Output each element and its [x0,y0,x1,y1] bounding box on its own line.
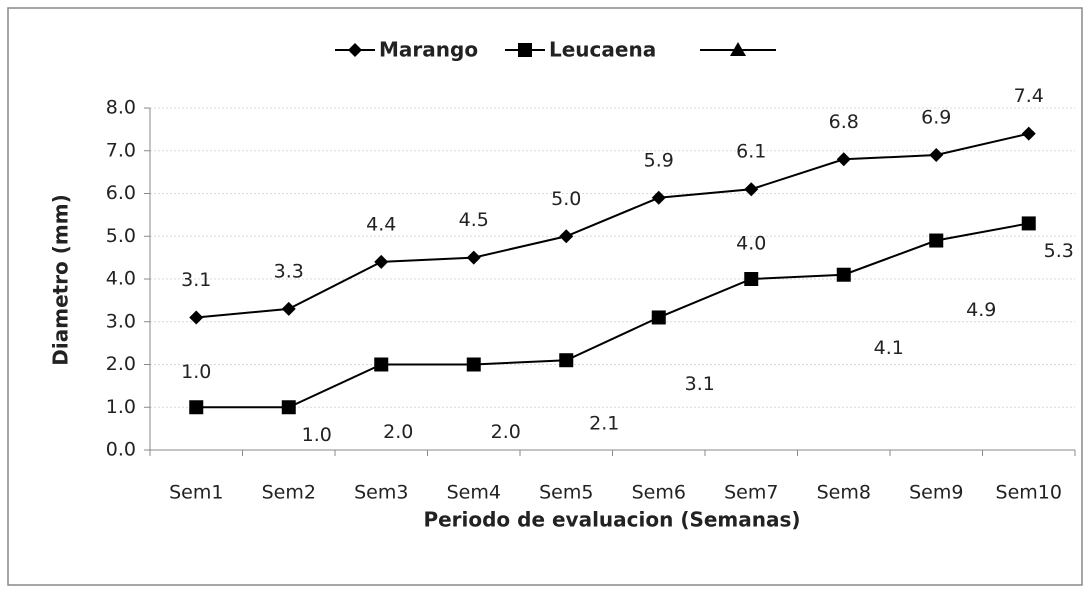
data-label: 2.0 [383,421,413,443]
y-tick-label: 4.0 [106,268,136,290]
series-line [196,132,1029,319]
data-label: 5.9 [644,149,674,171]
data-label: 4.5 [459,209,489,231]
legend-extra [700,42,776,56]
data-label: 7.4 [1014,85,1044,107]
marker [1021,126,1036,141]
data-label: 6.9 [921,107,951,129]
data-label: 4.4 [366,213,396,235]
y-tick-label: 8.0 [106,97,136,119]
marker [836,152,851,167]
x-tick-label: Sem5 [539,482,593,504]
data-label: 5.0 [551,188,581,210]
marker [836,267,851,282]
data-label: 2.1 [589,413,619,435]
data-label: 4.1 [874,337,904,359]
chart-border [7,7,1083,586]
legend-marker [348,43,362,57]
y-tick-label: 0.0 [106,439,136,461]
legend-marker [518,43,532,57]
legend-label: Leucaena [549,38,656,62]
marker [559,229,574,244]
data-label: 1.0 [181,361,211,383]
y-tick-label: 1.0 [106,396,136,418]
series-line [196,222,1029,409]
marker [281,400,296,415]
data-label: 3.3 [274,260,304,282]
marker [929,233,944,248]
marker [281,301,296,316]
marker [744,182,759,197]
x-tick-label: Sem6 [632,482,686,504]
y-tick-label: 2.0 [106,353,136,375]
data-label: 6.8 [829,111,859,133]
marker [929,148,944,163]
x-tick-label: Sem3 [354,482,408,504]
data-label: 2.0 [491,421,521,443]
data-label: 3.1 [685,373,715,395]
x-tick-label: Sem8 [817,482,871,504]
x-tick-label: Sem1 [169,482,223,504]
x-tick-label: Sem10 [996,482,1062,504]
data-label: 4.0 [736,233,766,255]
legend-marker [730,42,746,56]
x-tick-label: Sem2 [262,482,316,504]
marker [466,357,481,372]
data-label: 1.0 [302,424,332,446]
y-tick-label: 6.0 [106,182,136,204]
marker [189,310,204,325]
data-label: 6.1 [736,141,766,163]
marker [559,353,574,368]
data-label: 4.9 [966,299,996,321]
marker [651,190,666,205]
legend-label: Marango [379,38,478,62]
marker [744,272,759,286]
y-tick-label: 7.0 [106,139,136,161]
x-tick-label: Sem9 [909,482,963,504]
y-axis-title: Diametro (mm) [49,194,73,365]
x-tick-label: Sem7 [724,482,778,504]
marker [1021,216,1036,231]
data-label: 5.3 [1044,240,1074,262]
marker [651,310,666,325]
marker [189,400,204,415]
marker [466,250,481,265]
marker [374,254,389,269]
x-axis-title: Periodo de evaluacion (Semanas) [423,508,800,532]
data-label: 3.1 [181,269,211,291]
marker [374,357,389,372]
x-tick-label: Sem4 [447,482,501,504]
y-tick-label: 5.0 [106,225,136,247]
y-tick-label: 3.0 [106,310,136,332]
